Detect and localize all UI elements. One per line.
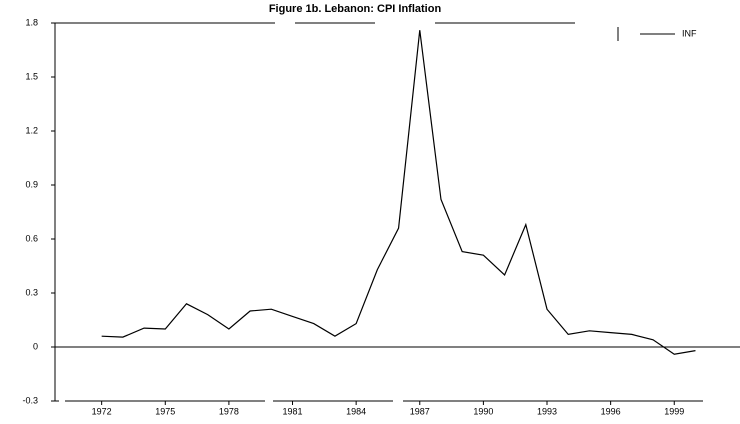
y-tick-label: 1.2 [25, 125, 38, 135]
x-tick-label: 1996 [601, 406, 621, 416]
x-tick-label: 1981 [283, 406, 303, 416]
x-tick-label: 1972 [92, 406, 112, 416]
y-tick-label: 0.3 [25, 287, 38, 297]
x-tick-label: 1975 [155, 406, 175, 416]
x-tick-label: 1990 [473, 406, 493, 416]
x-tick-label: 1999 [664, 406, 684, 416]
series-line [101, 30, 696, 355]
chart-title: Figure 1b. Lebanon: CPI Inflation [269, 3, 442, 15]
y-tick-label: -0.3 [22, 395, 38, 405]
x-tick-label: 1987 [410, 406, 430, 416]
x-tick-label: 1978 [219, 406, 239, 416]
x-tick-label: 1993 [537, 406, 557, 416]
x-tick-label: 1984 [346, 406, 366, 416]
y-tick-label: 0.9 [25, 179, 38, 189]
y-tick-label: 1.5 [25, 71, 38, 81]
y-tick-label: 0.6 [25, 233, 38, 243]
y-tick-label: 0 [33, 341, 38, 351]
y-tick-label: 1.8 [25, 17, 38, 27]
legend-label: INF [682, 28, 697, 38]
